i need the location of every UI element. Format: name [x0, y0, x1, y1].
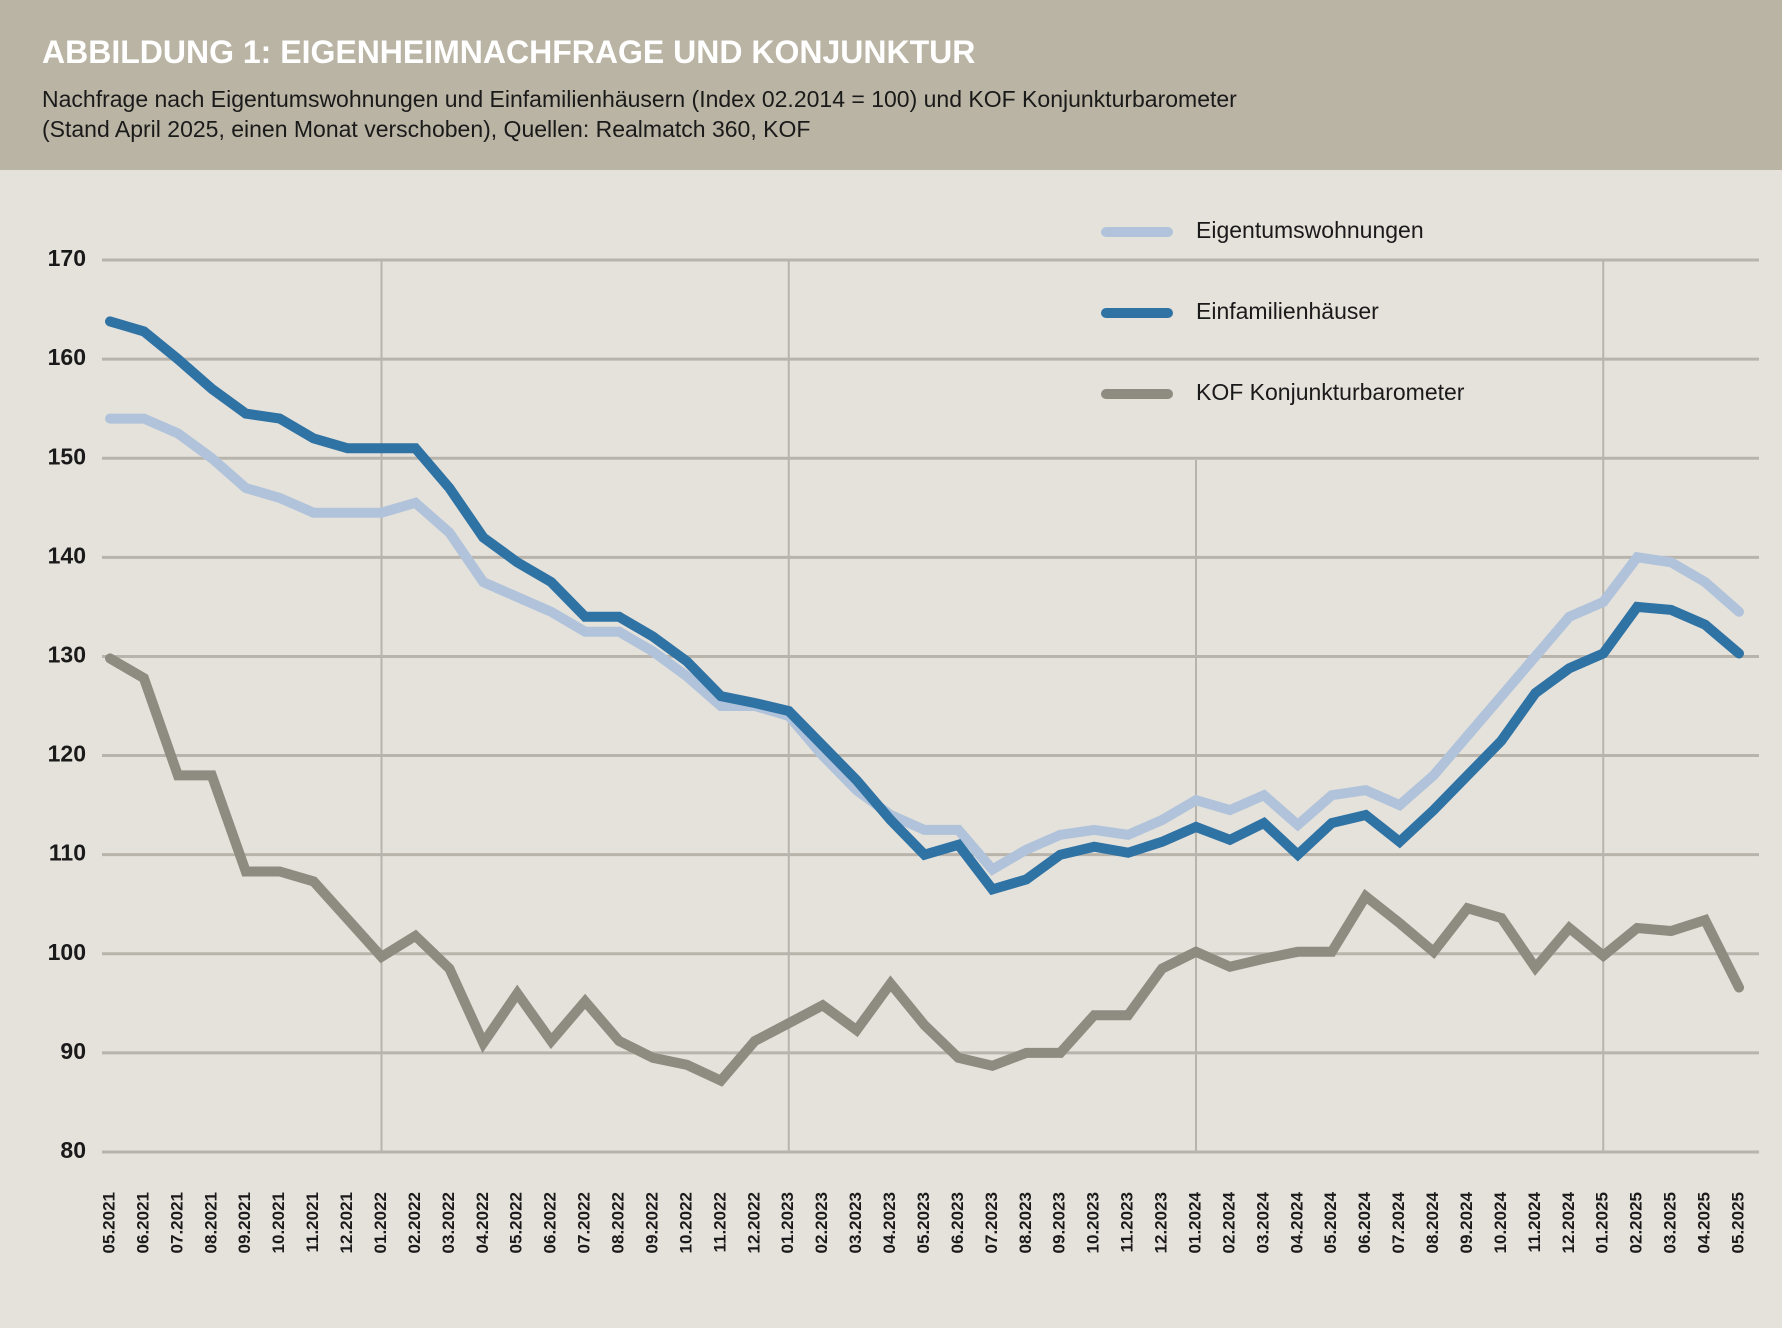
subtitle: Nachfrage nach Eigentumswohnungen und Ei…	[42, 86, 1237, 112]
x-tick-label: 02.2025	[1627, 1192, 1646, 1253]
x-tick-label: 04.2022	[473, 1192, 492, 1253]
y-tick-label: 110	[49, 840, 86, 866]
x-tick-label: 12.2022	[744, 1192, 763, 1253]
x-tick-label: 04.2024	[1287, 1191, 1306, 1253]
x-tick-label: 06.2021	[133, 1192, 152, 1253]
x-tick-label: 10.2024	[1491, 1191, 1510, 1253]
x-tick-label: 07.2023	[982, 1192, 1001, 1253]
x-tick-label: 08.2022	[609, 1192, 628, 1253]
x-tick-label: 05.2022	[507, 1192, 526, 1253]
y-tick-label: 160	[48, 344, 86, 370]
x-tick-label: 09.2021	[235, 1192, 254, 1253]
y-tick-label: 80	[60, 1137, 86, 1163]
x-tick-label: 10.2022	[676, 1192, 695, 1253]
x-tick-label: 03.2024	[1253, 1191, 1272, 1253]
y-tick-label: 170	[48, 245, 86, 271]
x-tick-label: 11.2021	[303, 1192, 322, 1253]
x-tick-label: 10.2021	[269, 1192, 288, 1253]
series-line	[105, 653, 1744, 1087]
x-tick-label: 11.2022	[710, 1192, 729, 1253]
y-tick-label: 140	[48, 542, 86, 568]
header-band	[0, 0, 1782, 170]
series-line	[105, 316, 1744, 896]
x-tick-label: 02.2023	[812, 1192, 831, 1253]
y-tick-label: 120	[48, 741, 86, 767]
x-tick-label: 06.2023	[948, 1192, 967, 1253]
x-tick-label: 03.2025	[1661, 1192, 1680, 1253]
x-tick-label: 04.2023	[880, 1192, 899, 1253]
y-tick-label: 90	[60, 1038, 86, 1064]
legend-label: Eigentumswohnungen	[1196, 217, 1424, 243]
x-tick-label: 05.2021	[99, 1192, 118, 1253]
x-tick-label: 11.2023	[1118, 1192, 1137, 1253]
x-tick-label: 07.2022	[575, 1192, 594, 1253]
y-tick-label: 150	[48, 443, 86, 469]
x-tick-label: 12.2023	[1152, 1192, 1171, 1253]
x-tick-label: 08.2023	[1016, 1192, 1035, 1253]
x-tick-label: 01.2025	[1593, 1192, 1612, 1253]
x-tick-label: 01.2022	[371, 1192, 390, 1253]
subtitle: (Stand April 2025, einen Monat verschobe…	[42, 116, 810, 142]
x-tick-label: 02.2022	[405, 1192, 424, 1253]
x-tick-label: 12.2024	[1559, 1191, 1578, 1253]
x-tick-label: 11.2024	[1525, 1191, 1544, 1252]
legend-label: Einfamilienhäuser	[1196, 298, 1379, 324]
x-tick-label: 01.2024	[1185, 1191, 1204, 1253]
x-tick-label: 03.2023	[846, 1192, 865, 1253]
x-tick-label: 05.2023	[914, 1192, 933, 1253]
x-tick-label: 08.2021	[201, 1192, 220, 1253]
x-tick-label: 05.2024	[1321, 1191, 1340, 1253]
x-tick-label: 07.2021	[167, 1192, 186, 1253]
x-tick-label: 08.2024	[1423, 1191, 1442, 1253]
x-tick-label: 06.2022	[541, 1192, 560, 1253]
x-tick-label: 09.2023	[1050, 1192, 1069, 1253]
x-tick-label: 04.2025	[1695, 1192, 1714, 1253]
x-tick-label: 12.2021	[337, 1192, 356, 1253]
x-tick-label: 07.2024	[1389, 1191, 1408, 1253]
x-tick-label: 09.2022	[642, 1192, 661, 1253]
chart-title: ABBILDUNG 1: EIGENHEIMNACHFRAGE UND KONJ…	[42, 34, 975, 70]
x-tick-label: 06.2024	[1355, 1191, 1374, 1253]
x-tick-label: 10.2023	[1084, 1192, 1103, 1253]
x-tick-label: 03.2022	[439, 1192, 458, 1253]
x-tick-label: 01.2023	[778, 1192, 797, 1253]
x-tick-label: 09.2024	[1457, 1191, 1476, 1253]
legend-label: KOF Konjunkturbarometer	[1196, 379, 1465, 405]
series-line	[105, 413, 1744, 876]
y-tick-label: 100	[48, 939, 86, 965]
x-tick-label: 02.2024	[1219, 1191, 1238, 1253]
y-tick-label: 130	[48, 642, 86, 668]
x-tick-label: 05.2025	[1728, 1192, 1747, 1253]
